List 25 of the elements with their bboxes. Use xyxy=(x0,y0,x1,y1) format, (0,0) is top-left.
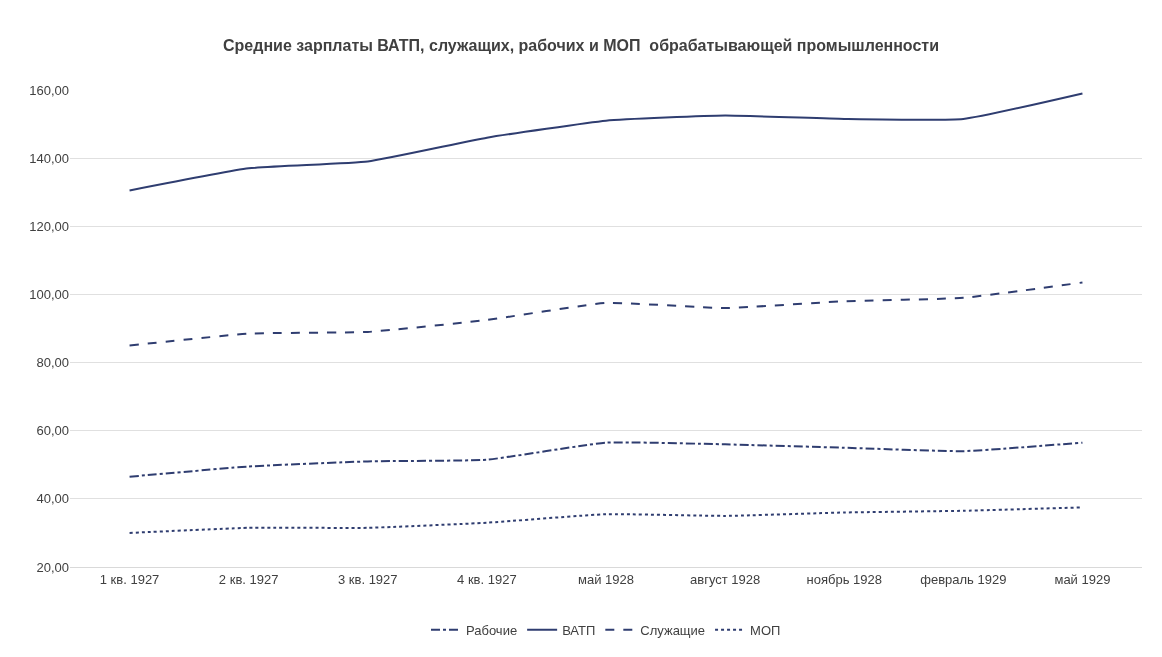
legend-label: МОП xyxy=(750,622,781,638)
y-tick-label: 140,00 xyxy=(29,150,69,166)
y-tick-label: 20,00 xyxy=(36,559,69,575)
y-tick-label: 60,00 xyxy=(36,423,69,439)
chart-title: Средние зарплаты ВАТП, служащих, рабочих и МОП обрабатывающей промышленности xyxy=(223,36,939,54)
line-series xyxy=(128,281,1084,347)
x-tick-label: май 1929 xyxy=(1054,571,1111,587)
y-tick-label: 120,00 xyxy=(29,218,69,234)
x-tick-label: 4 кв. 1927 xyxy=(457,571,517,587)
legend-label: Служащие xyxy=(640,622,706,638)
x-tick-label: август 1928 xyxy=(690,571,761,587)
y-tick-label: 160,00 xyxy=(29,82,69,98)
x-tick-label: февраль 1929 xyxy=(920,571,1007,587)
legend-label: Рабочие xyxy=(466,622,518,638)
y-tick-label: 40,00 xyxy=(36,491,69,507)
y-tick-label: 100,00 xyxy=(29,286,69,302)
y-tick-label: 80,00 xyxy=(36,355,69,371)
legend-label: ВАТП xyxy=(562,622,596,638)
line-series xyxy=(128,441,1084,478)
x-tick-label: ноябрь 1928 xyxy=(806,571,882,587)
x-tick-label: 2 кв. 1927 xyxy=(218,571,279,587)
x-tick-label: 3 кв. 1927 xyxy=(337,571,398,587)
x-tick-label: 1 кв. 1927 xyxy=(99,571,160,587)
x-tick-label: май 1928 xyxy=(578,571,634,587)
line-series xyxy=(128,92,1084,192)
